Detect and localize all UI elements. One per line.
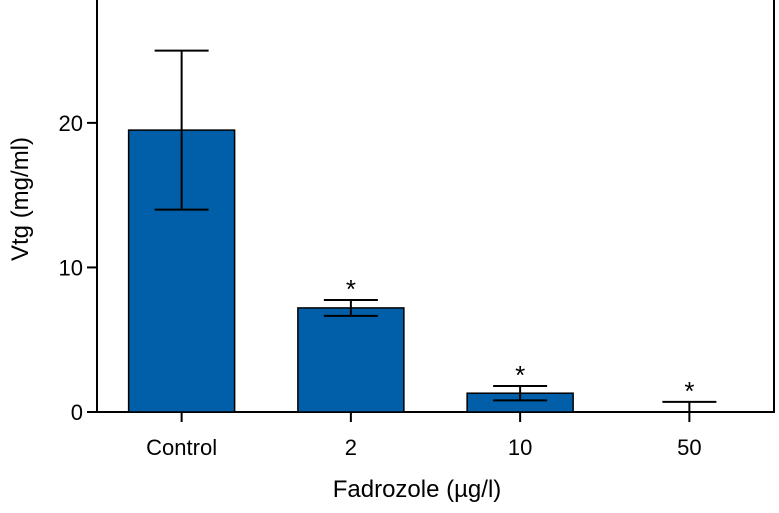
plot-area: 0 10 20 Control 2 * 10 * 50 *: [59, 0, 775, 460]
x-tick-label: 2: [345, 435, 357, 460]
x-tick-label: 10: [508, 435, 532, 460]
x-tick-label: 50: [677, 435, 701, 460]
y-tick-label: 0: [71, 400, 83, 425]
y-tick-label: 20: [59, 111, 83, 136]
significance-mark: *: [515, 360, 525, 390]
plot-frame: [96, 0, 775, 413]
y-tick-label: 10: [59, 255, 83, 280]
y-axis-label: Vtg (mg/ml): [7, 137, 34, 261]
significance-mark: *: [346, 274, 356, 304]
x-axis-label: Fadrozole (µg/l): [333, 476, 502, 503]
bar: [297, 307, 405, 413]
x-tick-label: Control: [146, 435, 217, 460]
significance-mark: *: [684, 376, 694, 406]
